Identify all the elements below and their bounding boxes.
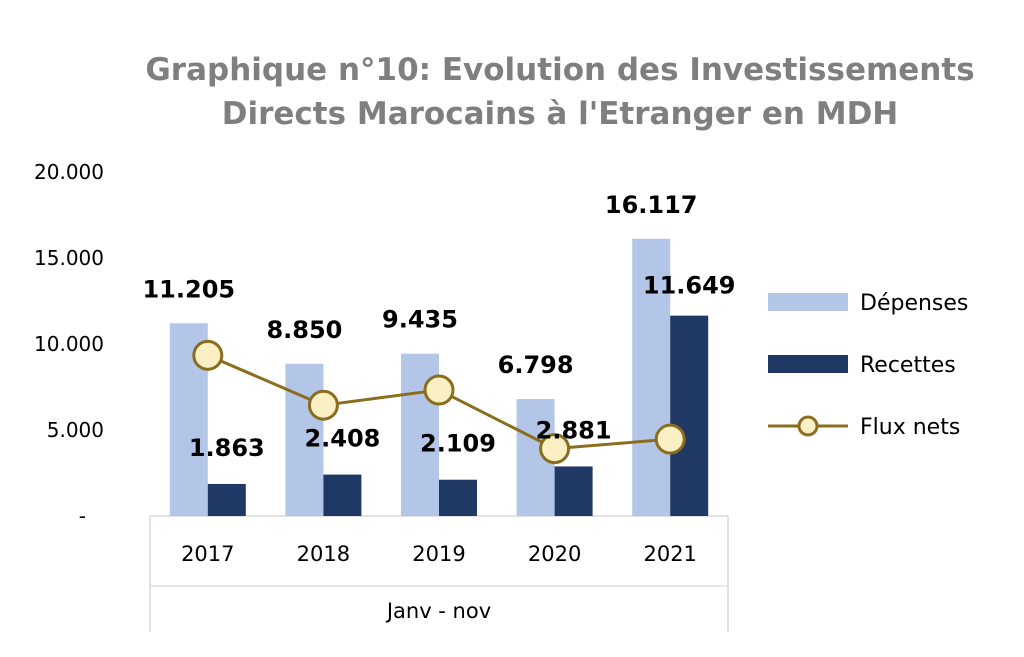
legend-label-depenses: Dépenses [860, 291, 968, 316]
y-tick-label: 20.000 [34, 160, 104, 184]
x-group-label: Janv - nov [385, 599, 491, 623]
data-label-recettes: 2.881 [536, 416, 612, 444]
flux-nets-marker [192, 339, 224, 371]
bar-recettes [670, 315, 709, 516]
data-label-depenses: 8.850 [266, 316, 342, 344]
x-tick-label: 2019 [412, 542, 465, 566]
data-label-recettes: 2.109 [420, 430, 496, 458]
legend-label-flux-nets: Flux nets [860, 415, 960, 440]
bar-recettes [207, 483, 246, 516]
x-tick-label: 2020 [528, 542, 581, 566]
data-label-depenses: 9.435 [382, 306, 458, 334]
legend-swatch-depenses [768, 293, 848, 311]
y-tick-label: - [79, 504, 86, 528]
y-tick-label: 10.000 [34, 332, 104, 356]
data-label-recettes: 2.408 [304, 425, 380, 453]
flux-nets-marker [539, 433, 571, 465]
x-tick-label: 2017 [181, 542, 234, 566]
y-tick-label: 5.000 [47, 418, 104, 442]
bar-recettes [554, 466, 593, 516]
chart-title: Graphique n°10: Evolution des Investisse… [60, 48, 1024, 136]
bar-recettes [323, 474, 362, 516]
data-label-depenses: 16.117 [605, 191, 698, 219]
legend-swatch-recettes [768, 355, 848, 373]
flux-nets-marker [654, 423, 686, 455]
bar-recettes [439, 479, 477, 516]
x-tick-label: 2021 [643, 542, 696, 566]
flux-nets-marker [307, 389, 339, 421]
legend-marker-flux-nets [797, 415, 819, 437]
flux-nets-marker [423, 374, 455, 406]
data-label-recettes: 11.649 [643, 272, 736, 300]
data-label-depenses: 11.205 [142, 275, 235, 303]
data-label-recettes: 1.863 [189, 434, 265, 462]
bar-depenses [285, 363, 324, 516]
chart-title-line-2: Directs Marocains à l'Etranger en MDH [221, 96, 899, 132]
y-tick-label: 15.000 [34, 246, 104, 270]
chart-title-line-1: Graphique n°10: Evolution des Investisse… [145, 52, 975, 88]
data-label-depenses: 6.798 [498, 351, 574, 379]
bar-depenses [632, 238, 671, 516]
x-tick-label: 2018 [297, 542, 350, 566]
legend-label-recettes: Recettes [860, 353, 956, 378]
